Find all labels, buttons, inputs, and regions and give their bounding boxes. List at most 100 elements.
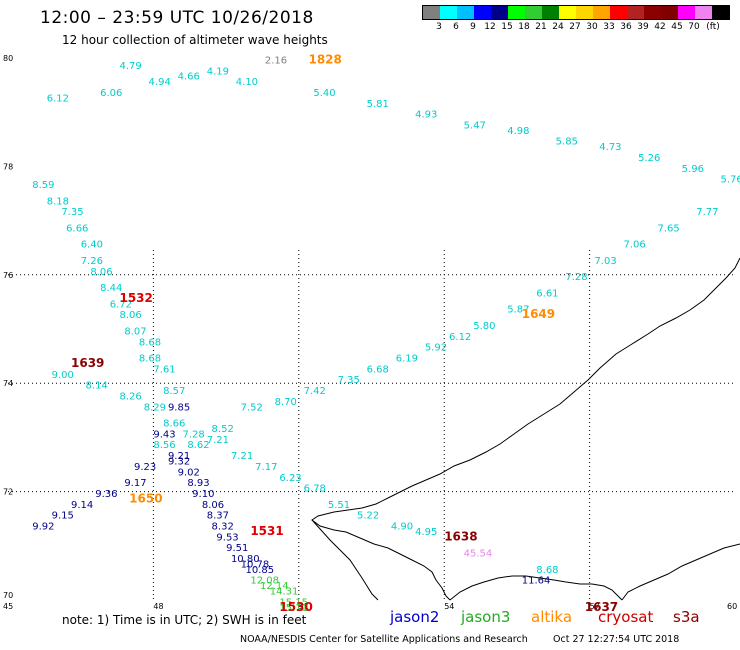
wave-height-points: 4.79 4.94 4.66 4.19 4.10 2.16 5.40 5.81 4.93 5.47… <box>32 55 740 613</box>
legend-label: 45 <box>671 22 683 32</box>
coastline-novaya-zemlya <box>311 257 740 601</box>
wave-height-value: 10.85 <box>245 565 274 576</box>
wave-height-value: 9.92 <box>32 522 54 533</box>
wave-height-value: 9.15 <box>52 511 74 522</box>
legend-swatch <box>474 6 491 19</box>
wave-height-value: 7.28 <box>182 429 204 440</box>
legend-swatch <box>610 6 627 19</box>
pass-time-label: 1650 <box>129 491 162 505</box>
wave-height-value: 9.21 <box>168 451 190 462</box>
wave-height-value: 6.23 <box>279 473 301 484</box>
axis-tick-labels: 45 48 51 54 57 60 80 78 76 74 72 70 <box>3 54 737 611</box>
mission-altika: altika <box>531 608 573 626</box>
wave-height-value: 8.06 <box>119 310 141 321</box>
wave-height-value: 5.96 <box>682 164 704 175</box>
wave-height-value: 5.87 <box>507 305 529 316</box>
legend-swatch <box>678 6 695 19</box>
wave-height-value: 8.62 <box>187 440 209 451</box>
wave-height-value: 9.14 <box>71 500 93 511</box>
wave-height-value: 5.40 <box>313 88 335 99</box>
wave-height-value: 14.31 <box>270 587 299 598</box>
wave-height-value: 4.19 <box>207 66 229 77</box>
legend-label: 24 <box>552 22 564 32</box>
wave-height-value: 8.52 <box>212 424 234 435</box>
wave-height-value: 7.17 <box>255 462 277 473</box>
wave-height-value: 4.90 <box>391 522 413 533</box>
wave-height-value: 8.59 <box>32 180 54 191</box>
wave-height-value: 6.12 <box>449 332 471 343</box>
legend-label: 36 <box>620 22 632 32</box>
wave-height-value: 6.19 <box>396 354 418 365</box>
wave-height-value: 5.26 <box>638 153 660 164</box>
wave-height-value: 15.11 <box>279 603 308 614</box>
pass-time-label: 1638 <box>444 529 477 543</box>
wave-height-value: 9.23 <box>134 462 156 473</box>
wave-height-value: 7.28 <box>565 272 587 283</box>
legend-swatch <box>491 6 508 19</box>
legend-swatch <box>593 6 610 19</box>
wave-height-value: 9.17 <box>124 478 146 489</box>
wave-height-value: 7.26 <box>81 256 103 267</box>
wave-height-value: 5.22 <box>357 511 379 522</box>
legend-label: 33 <box>603 22 615 32</box>
wave-height-value: 5.92 <box>425 343 447 354</box>
legend-label: 9 <box>470 22 476 32</box>
wave-height-value: 9.36 <box>95 489 117 500</box>
legend-label: 39 <box>637 22 649 32</box>
wave-height-value: 8.06 <box>90 267 112 278</box>
x-tick-label: 45 <box>3 602 13 611</box>
coastline-bay <box>311 519 379 601</box>
wave-height-value: 8.29 <box>144 402 166 413</box>
wave-height-value: 8.66 <box>163 419 185 430</box>
wave-height-value: 5.81 <box>367 99 389 110</box>
wave-height-value: 8.68 <box>139 337 161 348</box>
x-tick-label: 54 <box>444 602 454 611</box>
wave-height-value: 45.54 <box>464 549 493 560</box>
wave-height-value: 6.61 <box>536 288 558 299</box>
wave-height-value: 9.85 <box>168 402 190 413</box>
color-legend: 3 6 9 12 15 18 21 24 27 30 33 36 39 42 45 70 (ft) <box>422 5 730 32</box>
x-tick-label: 48 <box>153 602 163 611</box>
pass-time-label: 1639 <box>71 356 104 370</box>
wave-height-value: 8.07 <box>124 326 146 337</box>
legend-swatch <box>695 6 712 19</box>
wave-height-value: 9.32 <box>168 457 190 468</box>
footer-credit: NOAA/NESDIS Center for Satellite Applica… <box>240 634 528 645</box>
legend-swatches <box>422 5 730 20</box>
wave-height-value: 5.80 <box>473 321 495 332</box>
wave-height-value: 7.35 <box>61 207 83 218</box>
wave-height-value: 12.14 <box>260 581 289 592</box>
wave-height-value: 9.51 <box>226 543 248 554</box>
legend-swatch <box>712 6 729 19</box>
wave-height-value: 7.03 <box>594 256 616 267</box>
wave-height-value: 7.77 <box>696 207 718 218</box>
wave-height-value: 9.00 <box>52 370 74 381</box>
wave-height-value: 8.56 <box>153 440 175 451</box>
wave-height-value: 8.14 <box>86 381 108 392</box>
y-tick-label: 76 <box>3 271 13 280</box>
footer-note: note: 1) Time is in UTC; 2) SWH is in fe… <box>62 613 307 627</box>
pass-time-labels: 1828 1532 1639 1649 1650 1531 1638 1530 1637 <box>71 52 618 613</box>
wave-height-value: 9.53 <box>216 532 238 543</box>
wave-height-value: 9.10 <box>192 489 214 500</box>
wave-height-value: 12.08 <box>250 576 279 587</box>
pass-time-label: 1532 <box>119 291 152 305</box>
y-tick-label: 74 <box>3 379 13 388</box>
legend-swatch <box>423 6 440 19</box>
y-tick-label: 70 <box>3 591 13 600</box>
legend-swatch <box>644 6 661 19</box>
mission-s3a: s3a <box>673 608 700 626</box>
coastline <box>311 257 740 601</box>
x-tick-label: 60 <box>727 602 737 611</box>
pass-time-label: 1530 <box>279 600 312 614</box>
page-subtitle: 12 hour collection of altimeter wave hei… <box>62 33 328 47</box>
wave-height-value: 9.43 <box>153 429 175 440</box>
footer-timestamp: Oct 27 12:27:54 UTC 2018 <box>553 634 680 645</box>
y-tick-label: 80 <box>3 54 13 63</box>
wave-height-value: 5.76 <box>720 175 740 186</box>
wave-height-value: 6.66 <box>66 223 88 234</box>
y-tick-label: 72 <box>3 488 13 497</box>
page-title: 12:00 – 23:59 UTC 10/26/2018 <box>40 8 314 28</box>
wave-height-value: 4.94 <box>149 77 171 88</box>
